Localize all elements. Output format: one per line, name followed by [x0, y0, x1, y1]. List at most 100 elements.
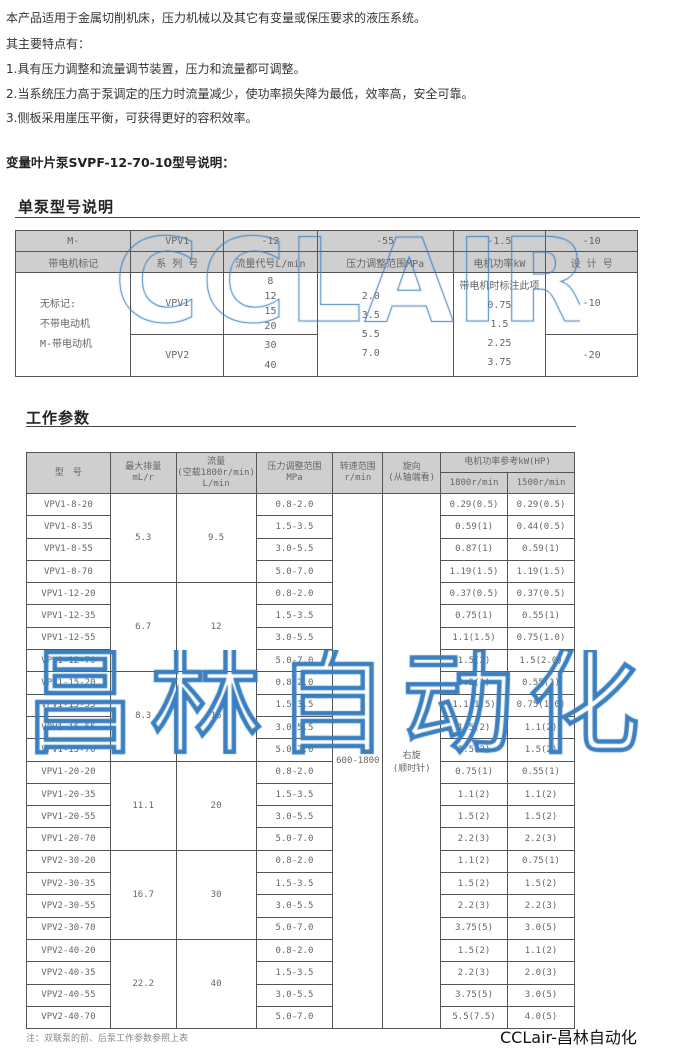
pressure-cell: 5.0-7.0	[255, 738, 334, 762]
model-cell: VPV1-8-70	[26, 559, 111, 584]
divider	[26, 426, 576, 427]
code-cell: -1.5	[452, 230, 547, 252]
model-cell: VPV1-15-55	[26, 715, 111, 740]
table-row: VPV2-30-55 3.0-5.5 2.2(3) 2.2(3)	[26, 894, 575, 918]
model-cell: VPV1-12-55	[26, 626, 111, 651]
flow-cell: 8 12 15 20	[223, 272, 318, 335]
flow-cell: 20	[175, 760, 257, 851]
pressure-cell: 5.0-7.0	[255, 649, 334, 673]
code-cell: -55	[316, 230, 454, 252]
table-row: VPV1-15-70 5.0-7.0 1.5(2) 1.5(2)	[26, 738, 575, 762]
power-1800-cell: 1.1(1.5)	[440, 626, 509, 651]
table-row: VPV1-8-55 3.0-5.5 0.87(1) 0.59(1)	[26, 537, 575, 561]
power-1800-cell: 2.2(3)	[440, 961, 509, 985]
power-1500-cell: 1.1(2)	[507, 782, 575, 807]
table-row: VPV2-40-20 22.2 40 0.8-2.0 1.5(2) 1.1(2)	[26, 938, 575, 1030]
rotation-note: (顺时针)	[392, 764, 431, 775]
pressure-value: 2.0	[361, 290, 380, 302]
pressure-value: 7.0	[361, 347, 380, 359]
power-1800-cell: 0.87(1)	[440, 537, 509, 561]
speed-cell: 600-1800	[332, 492, 384, 1030]
model-cell: VPV1-12-35	[26, 604, 111, 628]
pressure-cell: 3.0-5.5	[255, 894, 334, 918]
power-1800-cell: 0.59(1)	[440, 515, 509, 539]
power-1800-cell: 1.5(2)	[440, 715, 509, 740]
pressure-cell: 1.5-3.5	[255, 515, 334, 539]
header-power: 电机功率参考kW(HP)	[440, 452, 575, 473]
power-1800-cell: 3.75(5)	[440, 983, 509, 1007]
label-cell: 系 列 号	[130, 251, 225, 273]
pressure-cell: 1.5-3.5	[255, 604, 334, 628]
pressure-cell: 3.0-5.5	[255, 626, 334, 651]
table-row: VPV1-15-20 8.3 15 0.8-2.0 0.5(1) 0.55(1)	[26, 671, 575, 762]
flow-cell: 40	[175, 938, 257, 1030]
pressure-cell: 0.8-2.0	[255, 671, 334, 695]
model-cell: VPV1-12-70	[26, 649, 111, 673]
power-1800-cell: 1.1(2)	[440, 782, 509, 807]
flow-value: 8	[267, 275, 274, 287]
power-1800-cell: 3.75(5)	[440, 916, 509, 940]
header-model: 型 号	[26, 452, 111, 494]
pressure-cell: 5.0-7.0	[255, 827, 334, 851]
table-row: VPV1-15-35 1.5-3.5 1.1(1.5) 0.75(1.0)	[26, 693, 575, 717]
intro-line: 3.侧板采用崖压平衡，可获得更好的容积效率。	[6, 111, 258, 125]
header-power-1500: 1500r/min	[507, 472, 575, 494]
power-1500-cell: 0.59(1)	[507, 537, 575, 561]
model-cell: VPV2-30-35	[26, 872, 111, 896]
model-cell: VPV1-15-20	[26, 671, 111, 695]
label-cell: 电机功率kW	[452, 251, 547, 273]
power-1800-cell: 1.5(2)	[440, 805, 509, 829]
pressure-cell: 0.8-2.0	[255, 760, 334, 784]
flow-cell: 15	[175, 671, 257, 762]
pressure-cell: 0.8-2.0	[255, 938, 334, 963]
model-cell: VPV2-30-70	[26, 916, 111, 940]
table-row: VPV1-15-55 3.0-5.5 1.5(2) 1.1(2)	[26, 715, 575, 740]
displacement-cell: 22.2	[109, 938, 177, 1030]
intro-line: 本产品适用于金属切削机床，压力机械以及其它有变量或保压要求的液压系统。	[6, 11, 427, 25]
pressure-cell: 1.5-3.5	[255, 961, 334, 985]
table-row: VPV2-30-20 16.7 30 0.8-2.0 1.1(2) 0.75(1)	[26, 849, 575, 940]
power-cell: 带电机时标注此项 0.75 1.5 2.25 3.75	[452, 272, 547, 377]
power-1500-cell: 2.2(3)	[507, 827, 575, 851]
params-table: 型 号 最大排量 mL/r 流量 (空载1800r/min) L/min 压力调整范围…	[26, 452, 575, 1030]
table-row: VPV2-40-70 5.0-7.0 5.5(7.5) 4.0(5)	[26, 1005, 575, 1030]
power-1500-cell: 0.75(1.0)	[507, 626, 575, 651]
power-1800-cell: 2.2(3)	[440, 894, 509, 918]
model-cell: VPV1-8-20	[26, 492, 111, 517]
flow-value: 15	[264, 305, 277, 317]
model-cell: VPV1-20-20	[26, 760, 111, 784]
power-1500-cell: 2.0(3)	[507, 961, 575, 985]
power-1800-cell: 1.5(2)	[440, 649, 509, 673]
pressure-cell: 3.0-5.5	[255, 983, 334, 1007]
power-value: 2.25	[487, 338, 512, 349]
pressure-cell: 3.0-5.5	[255, 805, 334, 829]
intro-line: 其主要特点有：	[6, 37, 91, 51]
power-1500-cell: 4.0(5)	[507, 1005, 575, 1030]
table-row: VPV2-40-35 1.5-3.5 2.2(3) 2.0(3)	[26, 961, 575, 985]
header-flow: 流量 (空载1800r/min) L/min	[175, 452, 257, 494]
flow-cell: 12	[175, 582, 257, 673]
flow-cell: 30 40	[223, 334, 318, 377]
displacement-cell: 11.1	[109, 760, 177, 851]
model-cell: VPV2-40-55	[26, 983, 111, 1007]
power-value: 0.75	[487, 300, 512, 311]
flow-value: 12	[264, 290, 277, 302]
label-cell: 压力调整范围MPa	[316, 251, 454, 273]
power-1500-cell: 1.5(2.0)	[507, 649, 575, 673]
power-1800-cell: 0.37(0.5)	[440, 582, 509, 606]
table-row: VPV1-20-55 3.0-5.5 1.5(2) 1.5(2)	[26, 805, 575, 829]
rotation-cell: 右旋 (顺时针)	[382, 492, 442, 1030]
flow-value: 40	[264, 359, 277, 371]
series-cell: VPV2	[130, 334, 225, 377]
motor-note: M-带电动机	[40, 338, 93, 350]
displacement-cell: 8.3	[109, 671, 177, 762]
table-row: VPV2-30-70 5.0-7.0 3.75(5) 3.0(5)	[26, 916, 575, 940]
flow-cell: 9.5	[175, 492, 257, 584]
table-row: VPV1-8-20 5.3 9.5 0.8-2.0 600-1800 右旋 (顺时针) 0.2…	[26, 492, 575, 1030]
pressure-cell: 5.0-7.0	[255, 559, 334, 584]
power-value: 1.5	[490, 319, 509, 330]
power-1500-cell: 0.75(1)	[507, 849, 575, 874]
table-note: 注：双联泵的前、后泵工作参数参照上表	[26, 1034, 189, 1044]
brand-logo-text: CCLair-昌林自动化	[500, 1028, 637, 1047]
table-row: VPV1-8-70 5.0-7.0 1.19(1.5) 1.19(1.5)	[26, 559, 575, 584]
